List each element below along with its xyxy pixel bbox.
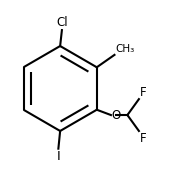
- Text: I: I: [56, 150, 60, 162]
- Text: O: O: [112, 109, 121, 122]
- Text: F: F: [140, 86, 146, 99]
- Text: Cl: Cl: [56, 16, 68, 29]
- Text: CH₃: CH₃: [115, 44, 135, 54]
- Text: F: F: [140, 132, 146, 144]
